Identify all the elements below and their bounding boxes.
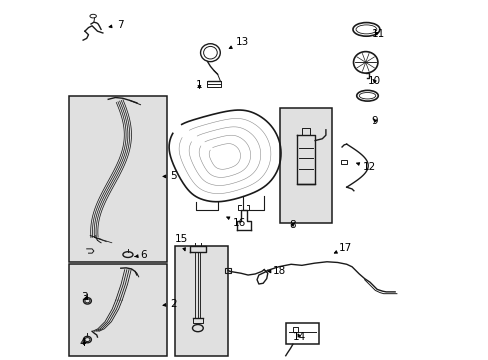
Text: 15: 15 <box>174 234 187 251</box>
Bar <box>69 96 167 262</box>
Bar <box>280 108 332 223</box>
Text: 17: 17 <box>334 243 351 253</box>
Text: 11: 11 <box>371 30 384 39</box>
Bar <box>285 323 318 344</box>
Text: 6: 6 <box>135 250 147 260</box>
Text: 9: 9 <box>371 116 378 126</box>
Text: 4: 4 <box>80 338 86 348</box>
Text: 16: 16 <box>226 217 246 228</box>
Bar <box>174 246 228 356</box>
Text: 2: 2 <box>163 299 176 309</box>
Text: 18: 18 <box>267 266 285 276</box>
Text: 5: 5 <box>163 171 176 181</box>
Text: 1: 1 <box>196 80 203 90</box>
Text: 8: 8 <box>289 220 295 230</box>
Text: 7: 7 <box>109 20 123 30</box>
Bar <box>340 160 346 164</box>
Bar <box>69 264 167 356</box>
Text: 10: 10 <box>367 76 381 86</box>
Text: 14: 14 <box>292 332 305 342</box>
Bar <box>224 268 231 273</box>
Text: 3: 3 <box>81 292 88 302</box>
Text: 13: 13 <box>229 37 248 49</box>
Text: 12: 12 <box>356 162 375 172</box>
